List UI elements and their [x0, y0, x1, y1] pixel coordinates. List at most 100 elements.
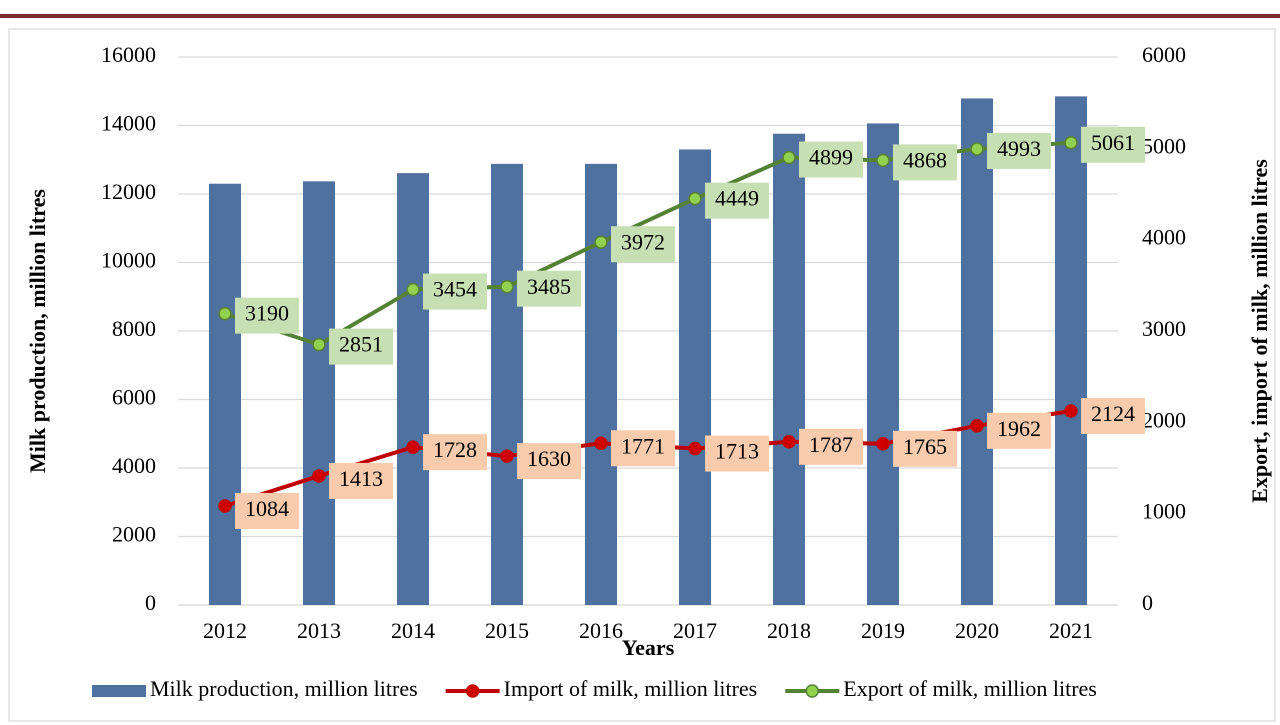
data-label-box — [705, 435, 769, 472]
data-label-box — [423, 273, 487, 310]
x-tick-label: 2021 — [1049, 618, 1093, 643]
data-label: 4899 — [809, 145, 853, 170]
data-label: 1771 — [621, 433, 665, 458]
y-tick-label: 6000 — [112, 385, 156, 410]
bar — [209, 183, 241, 605]
data-label-box — [1081, 126, 1145, 163]
marker — [500, 279, 514, 294]
y-tick-label: 0 — [145, 590, 156, 615]
x-axis-title: Years — [622, 635, 675, 660]
chart-border — [8, 28, 1276, 722]
marker — [688, 191, 702, 206]
data-label: 2851 — [339, 332, 383, 357]
x-tick-label: 2020 — [955, 618, 999, 643]
marker — [688, 441, 702, 456]
data-label-box — [987, 412, 1051, 449]
y-tick-label: 2000 — [112, 522, 156, 547]
bar — [679, 149, 711, 605]
y2-axis-title: Export, import of milk, million litres — [1247, 159, 1272, 503]
x-tick-label: 2012 — [203, 618, 247, 643]
bar — [961, 98, 993, 605]
data-label: 2124 — [1091, 401, 1135, 426]
x-tick-label: 2013 — [297, 618, 341, 643]
data-label-box — [1081, 398, 1145, 435]
x-tick-label: 2019 — [861, 618, 905, 643]
data-label: 1084 — [245, 496, 289, 521]
bar — [491, 163, 523, 606]
marker — [1064, 136, 1078, 150]
y-tick-label: 16000 — [101, 42, 156, 67]
data-label-box — [705, 182, 769, 219]
y-tick-label: 14000 — [101, 111, 156, 136]
bar — [397, 173, 429, 606]
data-label: 1962 — [997, 416, 1041, 441]
marker — [218, 306, 232, 321]
data-label: 1765 — [903, 434, 947, 459]
data-label: 4993 — [997, 136, 1041, 161]
data-label-box — [893, 144, 957, 181]
y2-tick-label: 4000 — [1142, 225, 1186, 250]
data-label: 3454 — [433, 277, 477, 302]
y2-tick-label: 6000 — [1142, 42, 1186, 67]
marker — [594, 235, 608, 249]
marker — [312, 337, 326, 352]
data-label: 1413 — [339, 466, 383, 491]
marker — [970, 142, 984, 156]
bar — [1055, 96, 1087, 605]
y2-tick-label: 3000 — [1142, 316, 1186, 341]
y-axis-title: Milk production, million litres — [25, 189, 50, 473]
x-tick-label: 2015 — [485, 618, 529, 643]
data-label-box — [517, 443, 581, 480]
data-label: 3972 — [621, 229, 665, 254]
marker — [594, 436, 608, 450]
data-label-box — [611, 430, 675, 467]
legend-label: Export of milk, million litres — [843, 676, 1097, 701]
x-tick-label: 2016 — [579, 618, 623, 643]
legend-label: Import of milk, million litres — [504, 676, 758, 701]
y2-tick-label: 2000 — [1142, 407, 1186, 432]
data-label: 1630 — [527, 446, 571, 471]
header-rule — [0, 14, 1280, 18]
data-label-box — [517, 270, 581, 307]
y-tick-label: 4000 — [112, 453, 156, 478]
marker — [406, 282, 420, 297]
data-label-box — [799, 428, 863, 465]
data-label-box — [987, 132, 1051, 169]
y2-tick-label: 0 — [1142, 590, 1153, 615]
x-tick-label: 2018 — [767, 618, 811, 643]
marker — [406, 440, 420, 454]
legend-marker — [805, 684, 819, 698]
marker — [876, 153, 890, 168]
marker — [782, 435, 796, 449]
marker — [876, 437, 890, 451]
data-label-box — [329, 462, 393, 499]
x-tick-label: 2014 — [391, 618, 435, 643]
marker — [970, 419, 984, 433]
data-label: 5061 — [1091, 130, 1135, 155]
marker — [1064, 404, 1078, 418]
marker — [218, 499, 232, 513]
data-label-box — [235, 297, 299, 334]
data-label: 1713 — [715, 439, 759, 464]
x-tick-label: 2017 — [673, 618, 717, 643]
y-tick-label: 8000 — [112, 316, 156, 341]
data-label-box — [329, 328, 393, 365]
data-label: 4868 — [903, 147, 947, 172]
data-label-box — [799, 141, 863, 178]
data-label: 3190 — [245, 301, 289, 326]
data-label-box — [235, 492, 299, 529]
data-label-box — [611, 226, 675, 263]
data-label: 3485 — [527, 274, 571, 299]
data-label-box — [893, 430, 957, 467]
data-label: 1728 — [433, 437, 477, 462]
data-label: 4449 — [715, 186, 759, 211]
legend-marker — [465, 684, 480, 698]
data-label: 1787 — [809, 432, 853, 457]
marker — [500, 449, 514, 463]
data-label-box — [423, 434, 487, 471]
bar — [303, 181, 335, 605]
bar — [773, 133, 805, 605]
y2-tick-label: 5000 — [1142, 133, 1186, 158]
